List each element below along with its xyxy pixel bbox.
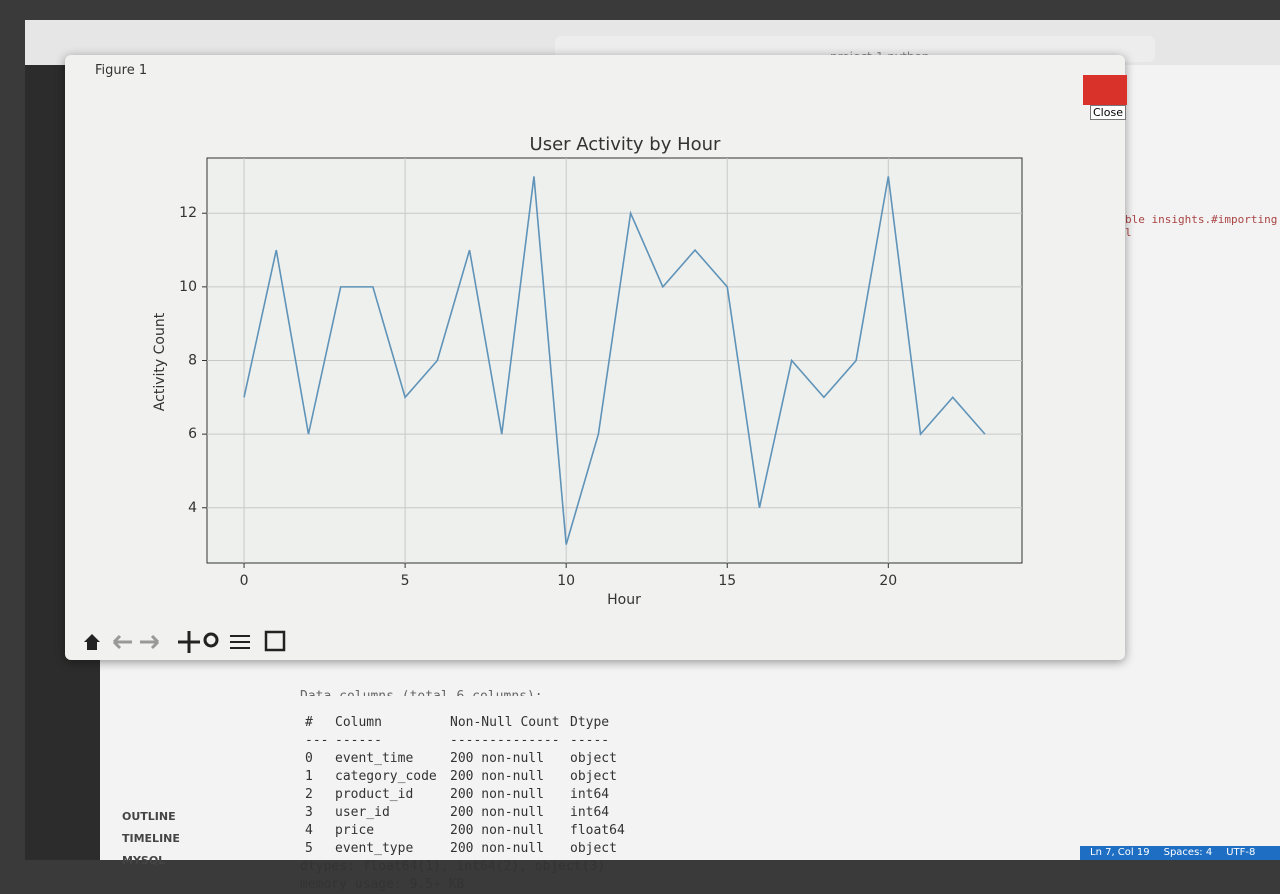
side-sections: OUTLINE TIMELINE MYSQL <box>122 806 180 872</box>
term-cell: user_id <box>335 805 390 820</box>
term-line: Data columns (total 6 columns): <box>300 688 605 696</box>
back-icon[interactable] <box>112 634 132 650</box>
term-row: 5 event_type 200 non-null object <box>300 840 617 858</box>
y-tick-label: 6 <box>188 426 197 442</box>
home-icon[interactable] <box>84 634 100 650</box>
section[interactable]: OUTLINE <box>122 810 176 823</box>
x-tick-label: 0 <box>240 573 249 589</box>
y-tick-label: 10 <box>179 279 197 295</box>
term-cell: -------------- <box>450 733 560 748</box>
term-cell: object <box>570 751 617 766</box>
term-cell: event_type <box>335 841 414 856</box>
term-row: # Column Non-Null Count Dtype <box>300 714 609 732</box>
pan-icon[interactable] <box>178 631 200 653</box>
section[interactable]: TIMELINE <box>122 832 180 845</box>
x-tick-label: 5 <box>401 573 410 589</box>
term-cell: 2 <box>305 787 313 802</box>
y-tick-label: 8 <box>188 353 197 369</box>
x-tick-label: 20 <box>879 573 897 589</box>
status-items: Ln 7, Col 19 Spaces: 4 UTF-8 <box>1090 847 1255 858</box>
term-cell: 200 non-null <box>450 805 544 820</box>
x-tick-label: 15 <box>718 573 736 589</box>
term-cell: object <box>570 841 617 856</box>
save-icon[interactable] <box>264 630 286 652</box>
term-cell: int64 <box>570 805 610 820</box>
toolbar <box>84 630 286 653</box>
term-cell: category_code <box>335 769 437 784</box>
editor-snippet: ble insights.#importing l <box>1125 213 1278 239</box>
term-cell: object <box>570 769 617 784</box>
zoom-icon[interactable] <box>203 632 219 648</box>
tooltip: Close <box>1090 105 1126 120</box>
term-row: 1 category_code 200 non-null object <box>300 768 617 786</box>
term-row: --- ------ -------------- ----- <box>300 732 609 750</box>
term-cell: 4 <box>305 823 313 838</box>
forward-icon[interactable] <box>140 634 160 650</box>
status-bar <box>1080 846 1280 860</box>
status[interactable]: Spaces: 4 <box>1163 847 1213 858</box>
close-button[interactable] <box>1083 75 1127 105</box>
term-cell: product_id <box>335 787 414 802</box>
term-cell: event_time <box>335 751 414 766</box>
y-tick-label: 4 <box>188 500 197 516</box>
term-row: 0 event_time 200 non-null object <box>300 750 617 768</box>
term-row: 4 price 200 non-null float64 <box>300 822 625 840</box>
term-cell: 0 <box>305 751 313 766</box>
term-cell: 200 non-null <box>450 769 544 784</box>
chart: User Activity by Hour Hour Activity Coun… <box>152 134 1023 608</box>
data-line <box>243 176 986 545</box>
term-cell: 3 <box>305 805 313 820</box>
section[interactable]: MYSQL <box>122 854 166 867</box>
x-tick-label: 10 <box>557 573 575 589</box>
term-cell: 5 <box>305 841 313 856</box>
term-cell: --- <box>305 733 329 748</box>
config-icon[interactable] <box>230 635 250 649</box>
term-cell: 200 non-null <box>450 823 544 838</box>
term-cell: ------ <box>335 733 382 748</box>
term-cell: 200 non-null <box>450 841 544 856</box>
window-title: Figure 1 <box>95 63 148 78</box>
term-row: 2 product_id 200 non-null int64 <box>300 786 609 804</box>
term-cell: float64 <box>570 823 625 838</box>
chart-title: User Activity by Hour <box>530 134 722 155</box>
term-cell: ----- <box>570 733 610 748</box>
term-cell: # <box>305 715 313 730</box>
term-cell: int64 <box>570 787 610 802</box>
status[interactable]: Ln 7, Col 19 <box>1090 847 1150 858</box>
term-cell: Dtype <box>570 715 610 730</box>
term-cell: 200 non-null <box>450 751 544 766</box>
y-axis-label: Activity Count <box>152 312 168 411</box>
term-line: dtypes: float64(1), int64(2), object(3) <box>300 859 606 874</box>
status[interactable]: UTF-8 <box>1226 847 1256 858</box>
term-cell: price <box>335 823 375 838</box>
term-cell: Non-Null Count <box>450 715 560 730</box>
x-axis-label: Hour <box>607 592 641 608</box>
term-line: memory usage: 9.5+ KB <box>300 877 465 892</box>
terminal: Data columns (total 6 columns): # Column N… <box>300 652 625 894</box>
term-row: 3 user_id 200 non-null int64 <box>300 804 609 822</box>
term-cell: 1 <box>305 769 313 784</box>
term-cell: 200 non-null <box>450 787 544 802</box>
term-cell: Column <box>335 715 382 730</box>
page: project-1 python OUTLINE TIMELINE MYSQL … <box>25 20 1280 860</box>
y-tick-label: 12 <box>179 205 197 221</box>
